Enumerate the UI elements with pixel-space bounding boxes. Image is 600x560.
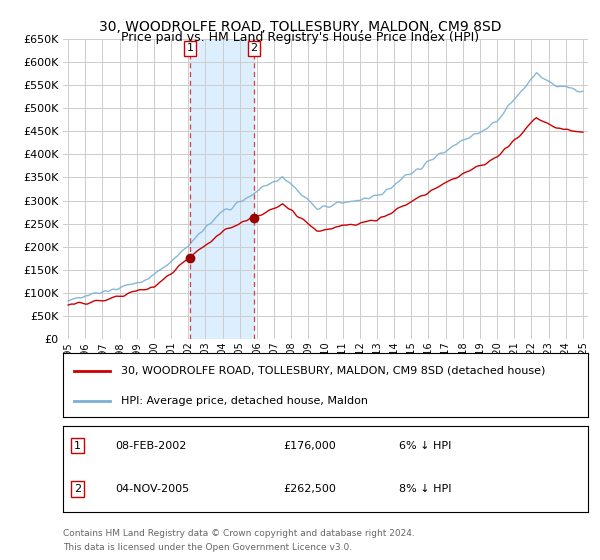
Text: 6% ↓ HPI: 6% ↓ HPI [399,441,451,451]
Text: 8% ↓ HPI: 8% ↓ HPI [399,484,452,494]
Text: Contains HM Land Registry data © Crown copyright and database right 2024.: Contains HM Land Registry data © Crown c… [63,529,415,538]
Text: HPI: Average price, detached house, Maldon: HPI: Average price, detached house, Mald… [121,396,368,406]
Bar [190,39,254,339]
Text: Price paid vs. HM Land Registry's House Price Index (HPI): Price paid vs. HM Land Registry's House … [121,31,479,44]
Text: 1: 1 [74,441,81,451]
Text: £262,500: £262,500 [284,484,337,494]
Text: 2: 2 [251,44,257,53]
Text: 04-NOV-2005: 04-NOV-2005 [115,484,190,494]
Text: 30, WOODROLFE ROAD, TOLLESBURY, MALDON, CM9 8SD (detached house): 30, WOODROLFE ROAD, TOLLESBURY, MALDON, … [121,366,545,376]
Text: This data is licensed under the Open Government Licence v3.0.: This data is licensed under the Open Gov… [63,543,352,552]
Text: 08-FEB-2002: 08-FEB-2002 [115,441,187,451]
Text: 2: 2 [74,484,81,494]
Text: £176,000: £176,000 [284,441,336,451]
Text: 1: 1 [187,44,193,53]
Text: 30, WOODROLFE ROAD, TOLLESBURY, MALDON, CM9 8SD: 30, WOODROLFE ROAD, TOLLESBURY, MALDON, … [99,20,501,34]
